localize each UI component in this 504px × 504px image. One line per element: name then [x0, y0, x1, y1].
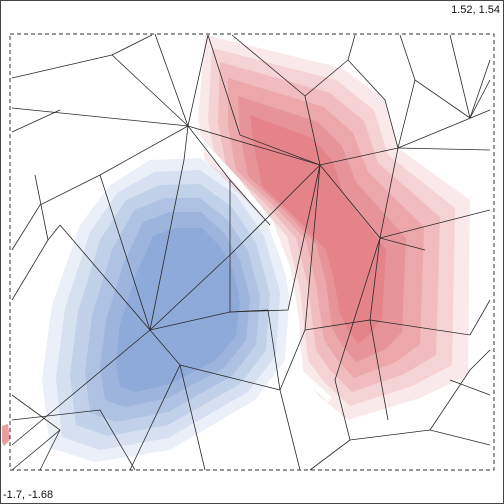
- mesh-edge: [207, 34, 321, 166]
- mesh-edge: [449, 34, 471, 119]
- blue-band: [70, 184, 270, 436]
- mesh-edge: [347, 59, 399, 149]
- mesh-edge: [99, 174, 151, 331]
- mesh-edge: [39, 429, 61, 471]
- separatrix-gap: [187, 127, 333, 403]
- mesh-edge: [187, 34, 209, 127]
- blue-band: [42, 158, 290, 462]
- negative-field-contours: [42, 158, 290, 462]
- red-band: [218, 62, 440, 392]
- mesh-edge: [11, 107, 189, 127]
- top-right-coordinate-label: 1.52, 1.54: [451, 4, 500, 16]
- mesh-edge: [379, 147, 399, 239]
- mesh-edge: [397, 109, 491, 149]
- mesh-edge: [11, 409, 136, 471]
- mesh-edge: [379, 209, 491, 239]
- mesh-edge: [429, 349, 491, 431]
- bottom-left-coordinate-label: -1.7, -1.68: [3, 489, 54, 501]
- mesh-edge: [267, 309, 281, 391]
- mesh-edge: [11, 125, 189, 251]
- positive-field-contours: [2, 35, 470, 446]
- mesh-edge: [304, 95, 321, 166]
- mesh-edge: [11, 109, 61, 133]
- mesh-edge: [11, 224, 61, 301]
- red-band: [2, 424, 10, 446]
- red-band: [228, 78, 424, 378]
- blue-band: [100, 212, 250, 407]
- red-band: [208, 48, 455, 406]
- blue-band: [116, 228, 240, 392]
- mesh-edge: [469, 59, 491, 119]
- mesh-edges: [11, 33, 491, 471]
- mesh-edge: [319, 164, 381, 441]
- mesh-edge: [111, 54, 189, 127]
- bounding-box: [9, 33, 495, 471]
- mesh-edge: [149, 309, 269, 331]
- blue-band: [85, 198, 260, 422]
- red-band: [198, 35, 470, 420]
- red-band: [250, 115, 386, 344]
- mesh-edge: [449, 379, 491, 396]
- mesh-edge: [397, 147, 491, 151]
- mesh-edge: [154, 33, 189, 127]
- mesh-edge: [149, 125, 189, 331]
- mesh-edge: [369, 299, 491, 336]
- mesh-edge: [399, 34, 491, 119]
- mesh-edge: [34, 174, 49, 241]
- mesh-edge: [11, 329, 151, 446]
- mesh-edge: [397, 79, 416, 149]
- mesh-edge: [229, 164, 321, 256]
- mesh-edge: [347, 34, 356, 61]
- blue-band: [56, 170, 280, 450]
- mesh-edge: [309, 439, 351, 471]
- red-band: [238, 96, 406, 362]
- mesh-edge: [129, 364, 181, 471]
